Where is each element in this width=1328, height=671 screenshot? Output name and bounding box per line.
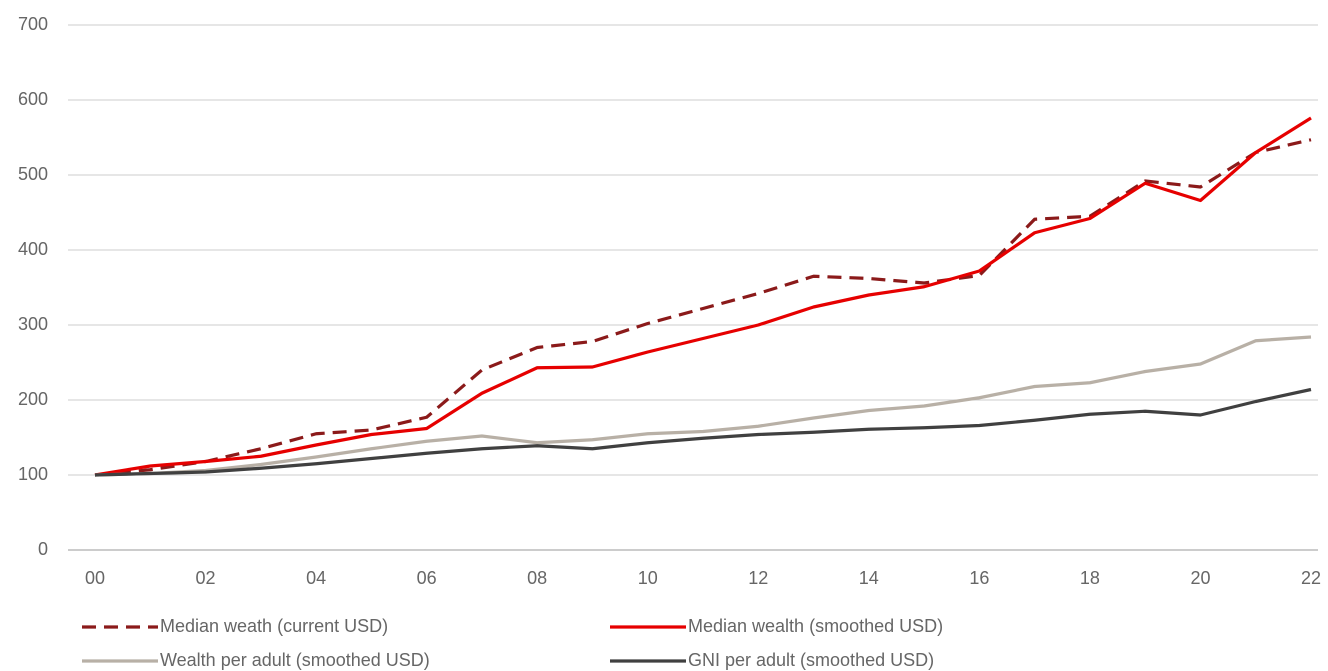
y-tick-label: 700	[18, 14, 48, 34]
x-tick-label: 02	[196, 568, 216, 588]
legend-label: Median wealth (smoothed USD)	[688, 616, 943, 636]
line-series	[94, 335, 1312, 477]
x-tick-label: 14	[859, 568, 879, 588]
x-tick-label: 04	[306, 568, 326, 588]
x-tick-label: 08	[527, 568, 547, 588]
line-series	[94, 116, 1312, 477]
legend-label: Wealth per adult (smoothed USD)	[160, 650, 430, 670]
x-tick-label: 16	[969, 568, 989, 588]
x-tick-label: 12	[748, 568, 768, 588]
x-tick-label: 06	[417, 568, 437, 588]
y-tick-label: 300	[18, 314, 48, 334]
y-tick-label: 500	[18, 164, 48, 184]
y-tick-label: 600	[18, 89, 48, 109]
y-tick-label: 400	[18, 239, 48, 259]
legend-label: Median weath (current USD)	[160, 616, 388, 636]
x-tick-label: 20	[1190, 568, 1210, 588]
y-tick-label: 200	[18, 389, 48, 409]
x-tick-label: 00	[85, 568, 105, 588]
x-tick-label: 22	[1301, 568, 1321, 588]
legend-label: GNI per adult (smoothed USD)	[688, 650, 934, 670]
x-tick-label: 10	[638, 568, 658, 588]
y-tick-label: 100	[18, 464, 48, 484]
line-series	[94, 387, 1312, 477]
x-tick-label: 18	[1080, 568, 1100, 588]
y-tick-label: 0	[38, 539, 48, 559]
line-series	[94, 138, 1312, 477]
